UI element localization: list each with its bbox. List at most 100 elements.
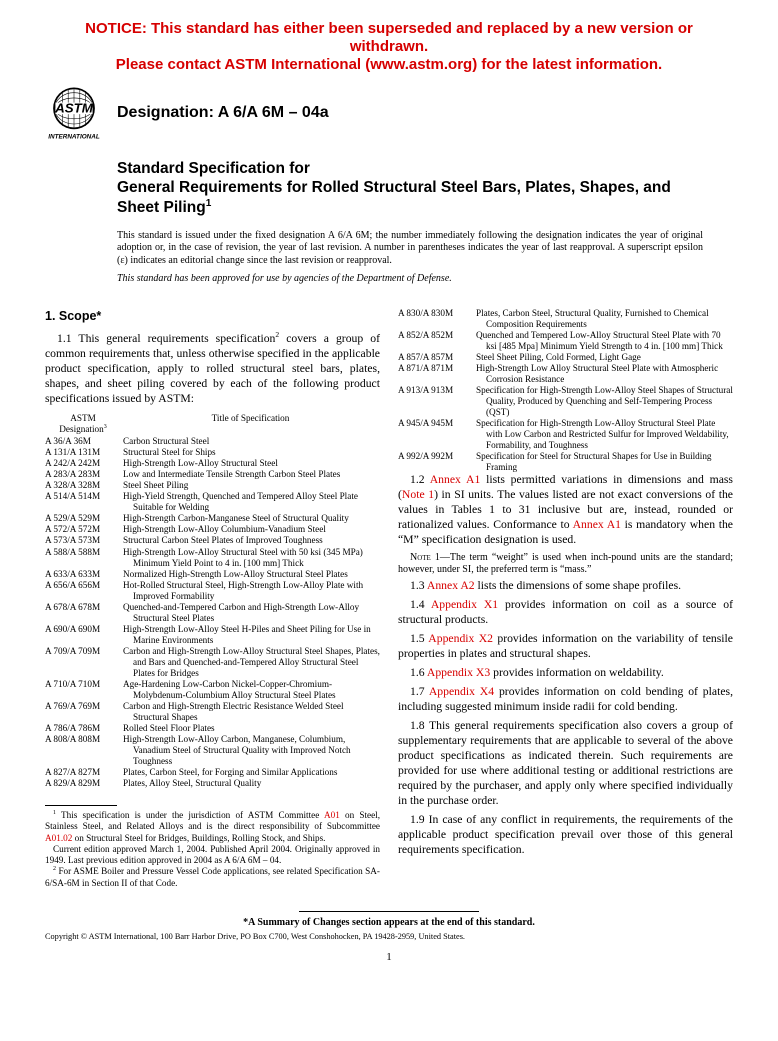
spec-row: A 827/A 827MPlates, Carbon Steel, for Fo… <box>45 767 380 778</box>
page-number: 1 <box>45 951 733 963</box>
spec-row: A 786/A 786MRolled Steel Floor Plates <box>45 723 380 734</box>
spec-designation: A 992/A 992M <box>398 451 474 473</box>
spec-row: A 588/A 588MHigh-Strength Low-Alloy Stru… <box>45 547 380 569</box>
spec-title: High-Strength Low-Alloy Structural Steel <box>121 458 380 469</box>
link-note-1[interactable]: Note 1 <box>402 488 434 501</box>
issuance-note: This standard is issued under the fixed … <box>117 230 703 268</box>
header-row: ASTM INTERNATIONAL Designation: A 6/A 6M… <box>45 84 733 142</box>
spec-row: A 769/A 769MCarbon and High-Strength Ele… <box>45 701 380 723</box>
spec-title: Steel Sheet Piling <box>121 480 380 491</box>
spec-title: Carbon and High-Strength Low-Alloy Struc… <box>121 646 380 679</box>
column-right: A 830/A 830MPlates, Carbon Steel, Struct… <box>398 308 733 889</box>
notice-banner: NOTICE: This standard has either been su… <box>45 20 733 74</box>
spec-title: Low and Intermediate Tensile Strength Ca… <box>121 469 380 480</box>
spec-title: Rolled Steel Floor Plates <box>121 723 380 734</box>
spec-designation: A 710/A 710M <box>45 679 121 701</box>
svg-text:INTERNATIONAL: INTERNATIONAL <box>48 134 100 141</box>
spec-designation: A 871/A 871M <box>398 363 474 385</box>
spec-row: A 573/A 573MStructural Carbon Steel Plat… <box>45 535 380 546</box>
link-a01-02[interactable]: A01.02 <box>45 833 72 843</box>
spec-title: High-Strength Low Alloy Structural Steel… <box>474 363 733 385</box>
title-overline: Standard Specification for <box>117 160 713 179</box>
summary-changes-note: *A Summary of Changes section appears at… <box>45 917 733 928</box>
spec-designation: A 573/A 573M <box>45 535 121 546</box>
para-1-6: 1.6 Appendix X3 provides information on … <box>398 666 733 681</box>
para-1-7: 1.7 Appendix X4 provides information on … <box>398 685 733 715</box>
spec-designation: A 913/A 913M <box>398 385 474 418</box>
spec-designation: A 588/A 588M <box>45 547 121 569</box>
spec-title: Plates, Carbon Steel, Structural Quality… <box>474 308 733 330</box>
spec-title: Quenched-and-Tempered Carbon and High-St… <box>121 602 380 624</box>
spec-designation: A 709/A 709M <box>45 646 121 679</box>
spec-row: A 913/A 913MSpecification for High-Stren… <box>398 385 733 418</box>
astm-logo-icon: ASTM INTERNATIONAL <box>45 84 103 142</box>
link-annex-a1b[interactable]: Annex A1 <box>573 518 621 531</box>
spec-row: A 830/A 830MPlates, Carbon Steel, Struct… <box>398 308 733 330</box>
title-main-text: General Requirements for Rolled Structur… <box>117 179 671 216</box>
spec-row: A 709/A 709MCarbon and High-Strength Low… <box>45 646 380 679</box>
note-1: Note 1—The term “weight” is used when in… <box>398 552 733 576</box>
spec-title: Carbon and High-Strength Electric Resist… <box>121 701 380 723</box>
link-appendix-x4[interactable]: Appendix X4 <box>429 685 494 698</box>
spec-designation: A 827/A 827M <box>45 767 121 778</box>
title-block: Standard Specification for General Requi… <box>117 160 713 218</box>
spec-table-header: ASTMDesignation3 Title of Specification <box>45 413 380 437</box>
spec-row: A 690/A 690MHigh-Strength Low-Alloy Stee… <box>45 624 380 646</box>
link-a01[interactable]: A01 <box>324 810 340 820</box>
spec-title: Specification for High-Strength Low-Allo… <box>474 418 733 451</box>
spec-designation: A 830/A 830M <box>398 308 474 330</box>
spec-title: Carbon Structural Steel <box>121 436 380 447</box>
spec-designation: A 678/A 678M <box>45 602 121 624</box>
para-1-5: 1.5 Appendix X2 provides information on … <box>398 632 733 662</box>
spec-designation: A 690/A 690M <box>45 624 121 646</box>
para-1-8: 1.8 This general requirements specificat… <box>398 719 733 809</box>
link-annex-a1[interactable]: Annex A1 <box>430 473 481 486</box>
spec-table-left: A 36/A 36MCarbon Structural SteelA 131/A… <box>45 436 380 789</box>
link-appendix-x1[interactable]: Appendix X1 <box>431 598 498 611</box>
spec-row: A 852/A 852MQuenched and Tempered Low-Al… <box>398 330 733 352</box>
spec-row: A 242/A 242MHigh-Strength Low-Alloy Stru… <box>45 458 380 469</box>
spec-row: A 36/A 36MCarbon Structural Steel <box>45 436 380 447</box>
svg-text:ASTM: ASTM <box>54 100 94 115</box>
notice-line-2: Please contact ASTM International (www.a… <box>45 56 733 74</box>
notice-line-1: NOTICE: This standard has either been su… <box>45 20 733 56</box>
spec-row: A 514/A 514MHigh-Yield Strength, Quenche… <box>45 491 380 513</box>
spec-title: High-Strength Low-Alloy Steel H-Piles an… <box>121 624 380 646</box>
spec-header-designation: ASTMDesignation3 <box>45 413 121 437</box>
spec-row: A 572/A 572MHigh-Strength Low-Alloy Colu… <box>45 524 380 535</box>
spec-row: A 131/A 131MStructural Steel for Ships <box>45 447 380 458</box>
spec-table-right: A 830/A 830MPlates, Carbon Steel, Struct… <box>398 308 733 473</box>
footer-separator <box>299 911 479 912</box>
spec-row: A 710/A 710MAge-Hardening Low-Carbon Nic… <box>45 679 380 701</box>
column-left: 1. Scope* 1.1 This general requirements … <box>45 308 380 889</box>
spec-title: Quenched and Tempered Low-Alloy Structur… <box>474 330 733 352</box>
para-1-4: 1.4 Appendix X1 provides information on … <box>398 598 733 628</box>
spec-title: Plates, Alloy Steel, Structural Quality <box>121 778 380 789</box>
spec-designation: A 131/A 131M <box>45 447 121 458</box>
spec-designation: A 283/A 283M <box>45 469 121 480</box>
spec-row: A 829/A 829MPlates, Alloy Steel, Structu… <box>45 778 380 789</box>
spec-title: Structural Steel for Ships <box>121 447 380 458</box>
page: NOTICE: This standard has either been su… <box>0 0 778 983</box>
spec-title: High-Yield Strength, Quenched and Temper… <box>121 491 380 513</box>
link-appendix-x3[interactable]: Appendix X3 <box>427 666 490 679</box>
spec-designation: A 857/A 857M <box>398 352 474 363</box>
spec-designation: A 328/A 328M <box>45 480 121 491</box>
footnote-1: 1 This specification is under the jurisd… <box>45 810 380 844</box>
spec-row: A 529/A 529MHigh-Strength Carbon-Mangane… <box>45 513 380 524</box>
copyright-line: Copyright © ASTM International, 100 Barr… <box>45 932 733 941</box>
spec-designation: A 829/A 829M <box>45 778 121 789</box>
link-appendix-x2[interactable]: Appendix X2 <box>428 632 493 645</box>
link-annex-a2[interactable]: Annex A2 <box>427 579 475 592</box>
spec-designation: A 36/A 36M <box>45 436 121 447</box>
spec-designation: A 769/A 769M <box>45 701 121 723</box>
spec-row: A 283/A 283MLow and Intermediate Tensile… <box>45 469 380 480</box>
footnote-1-cont: Current edition approved March 1, 2004. … <box>45 844 380 866</box>
spec-row: A 857/A 857MSteel Sheet Piling, Cold For… <box>398 352 733 363</box>
spec-row: A 678/A 678MQuenched-and-Tempered Carbon… <box>45 602 380 624</box>
spec-title: Steel Sheet Piling, Cold Formed, Light G… <box>474 352 733 363</box>
spec-row: A 656/A 656MHot-Rolled Structural Steel,… <box>45 580 380 602</box>
spec-title: Specification for High-Strength Low-Allo… <box>474 385 733 418</box>
spec-designation: A 945/A 945M <box>398 418 474 451</box>
footnote-2: 2 For ASME Boiler and Pressure Vessel Co… <box>45 866 380 889</box>
